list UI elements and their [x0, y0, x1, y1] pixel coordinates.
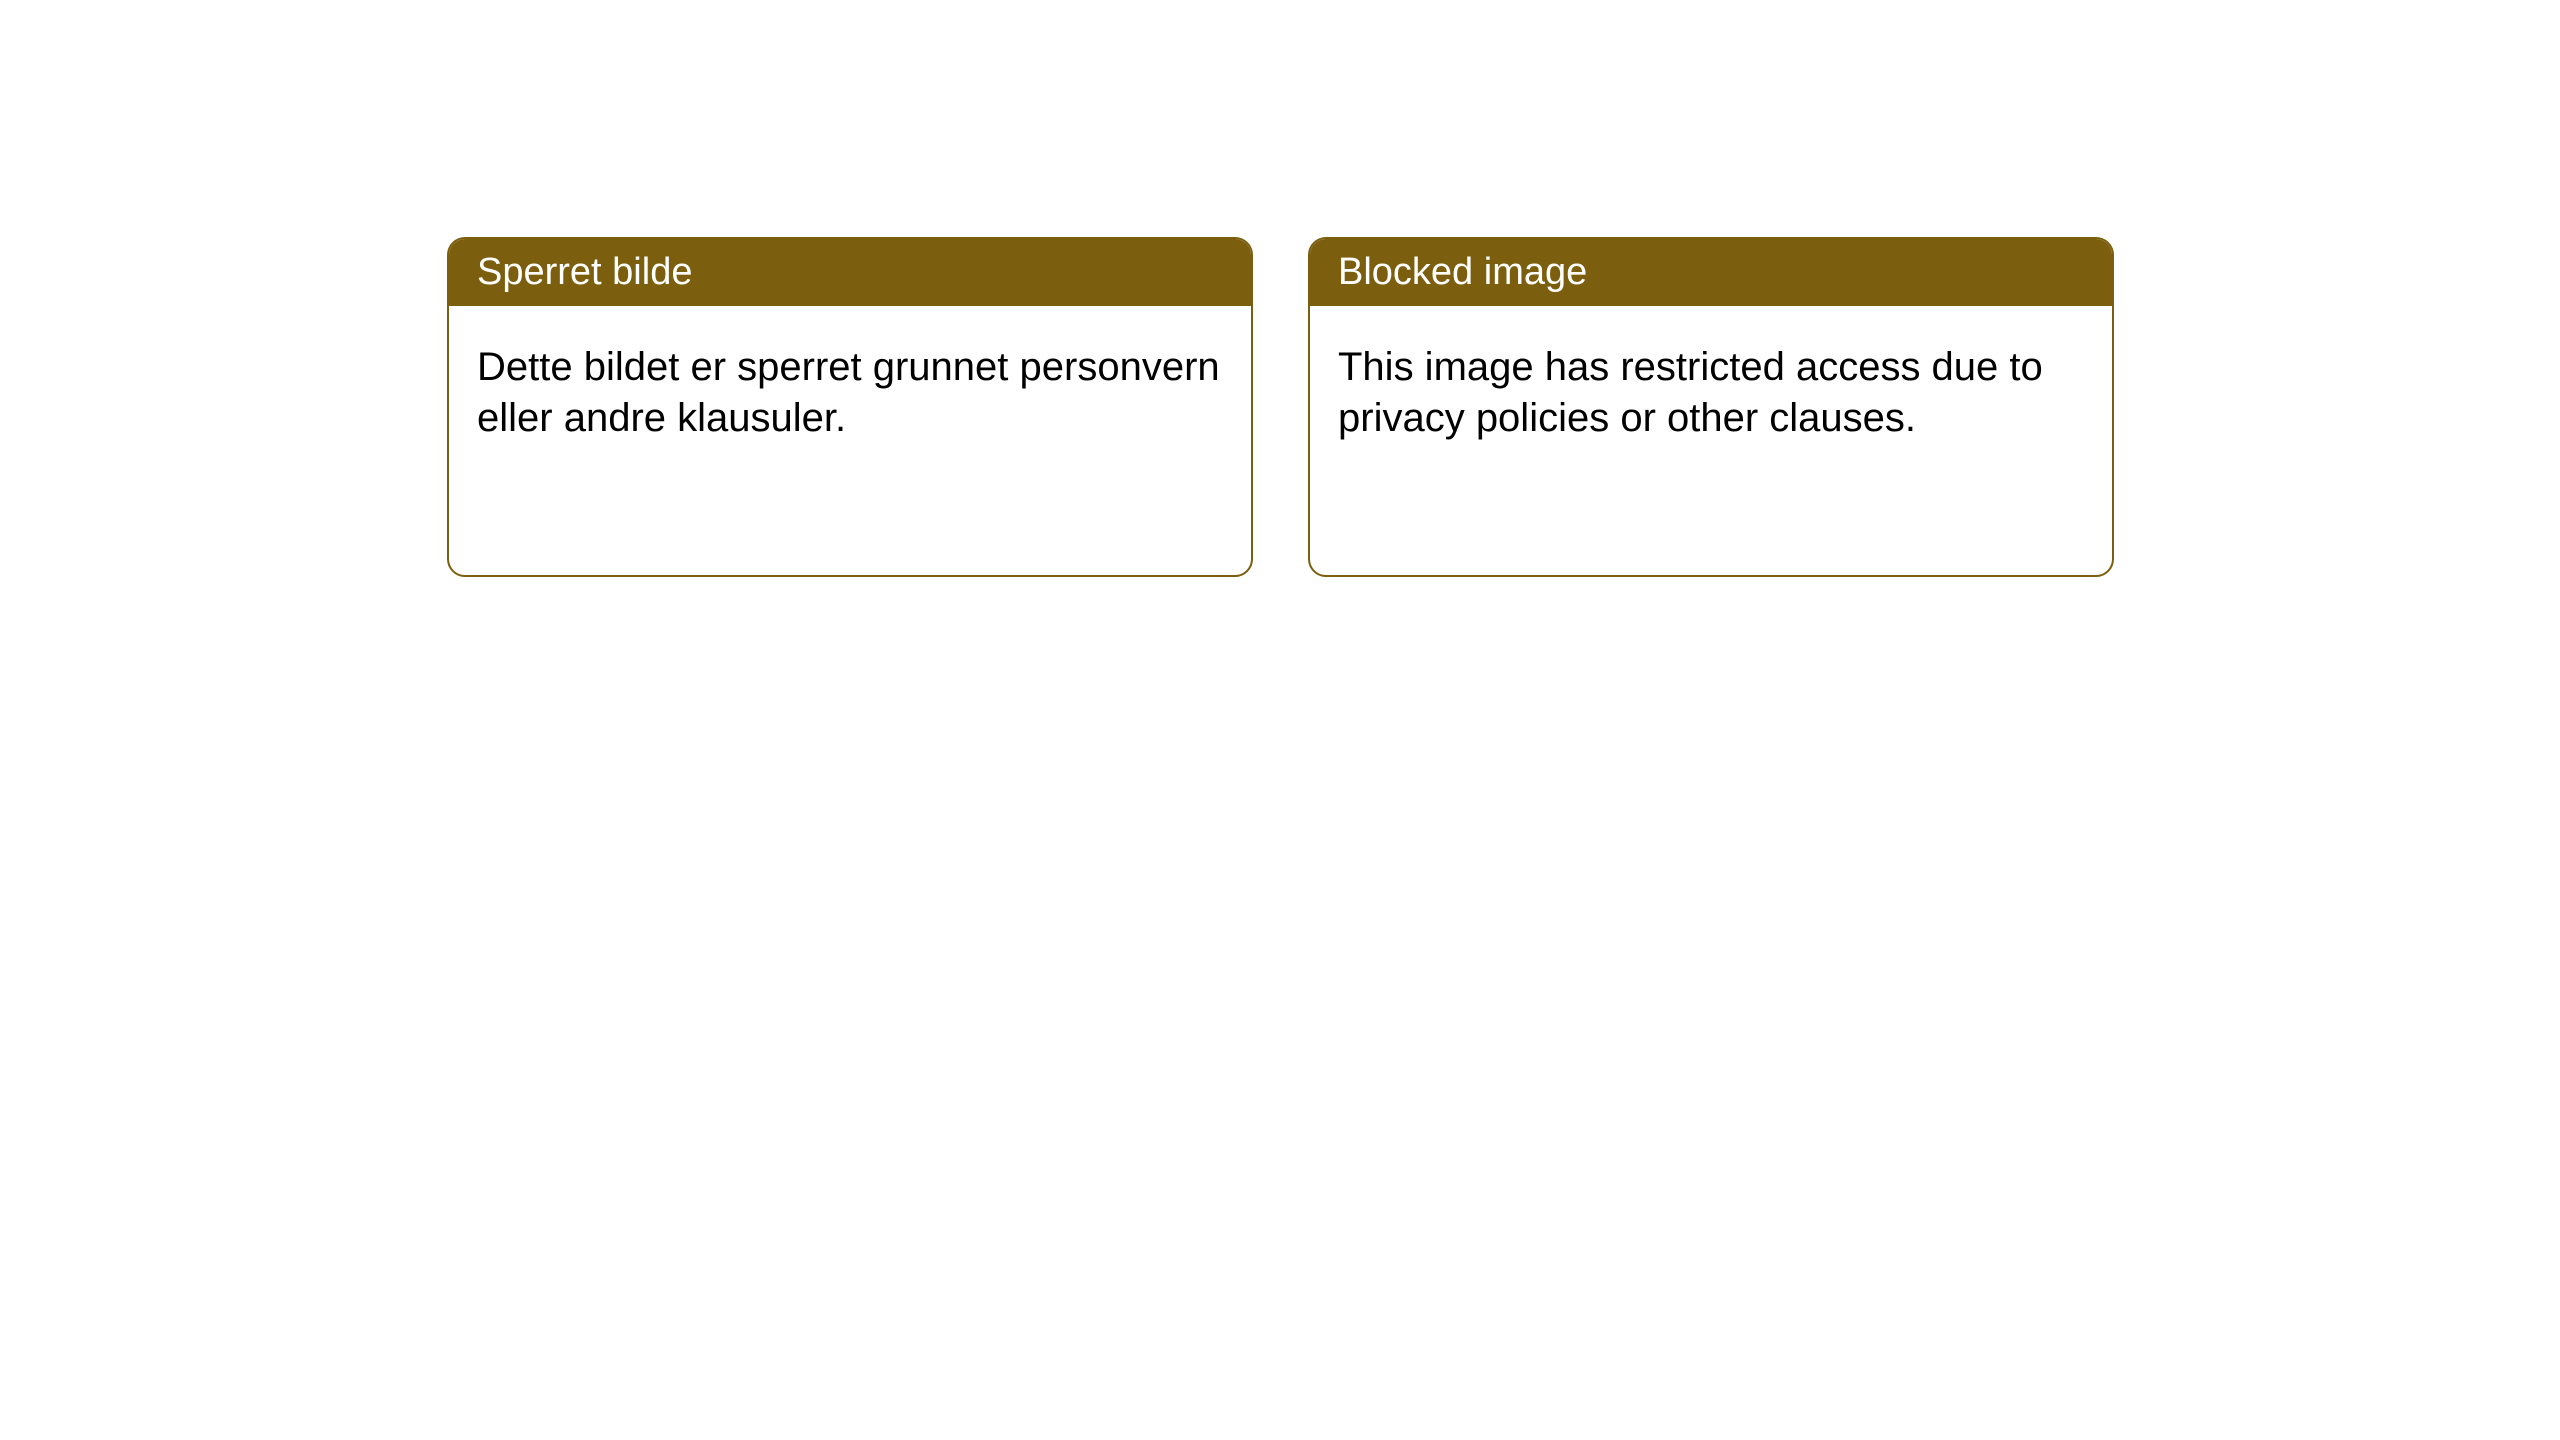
- notice-header: Sperret bilde: [449, 239, 1251, 306]
- notice-card-norwegian: Sperret bilde Dette bildet er sperret gr…: [447, 237, 1253, 577]
- notice-body: This image has restricted access due to …: [1310, 306, 2112, 480]
- notice-container: Sperret bilde Dette bildet er sperret gr…: [0, 0, 2560, 577]
- notice-card-english: Blocked image This image has restricted …: [1308, 237, 2114, 577]
- notice-body: Dette bildet er sperret grunnet personve…: [449, 306, 1251, 480]
- notice-header: Blocked image: [1310, 239, 2112, 306]
